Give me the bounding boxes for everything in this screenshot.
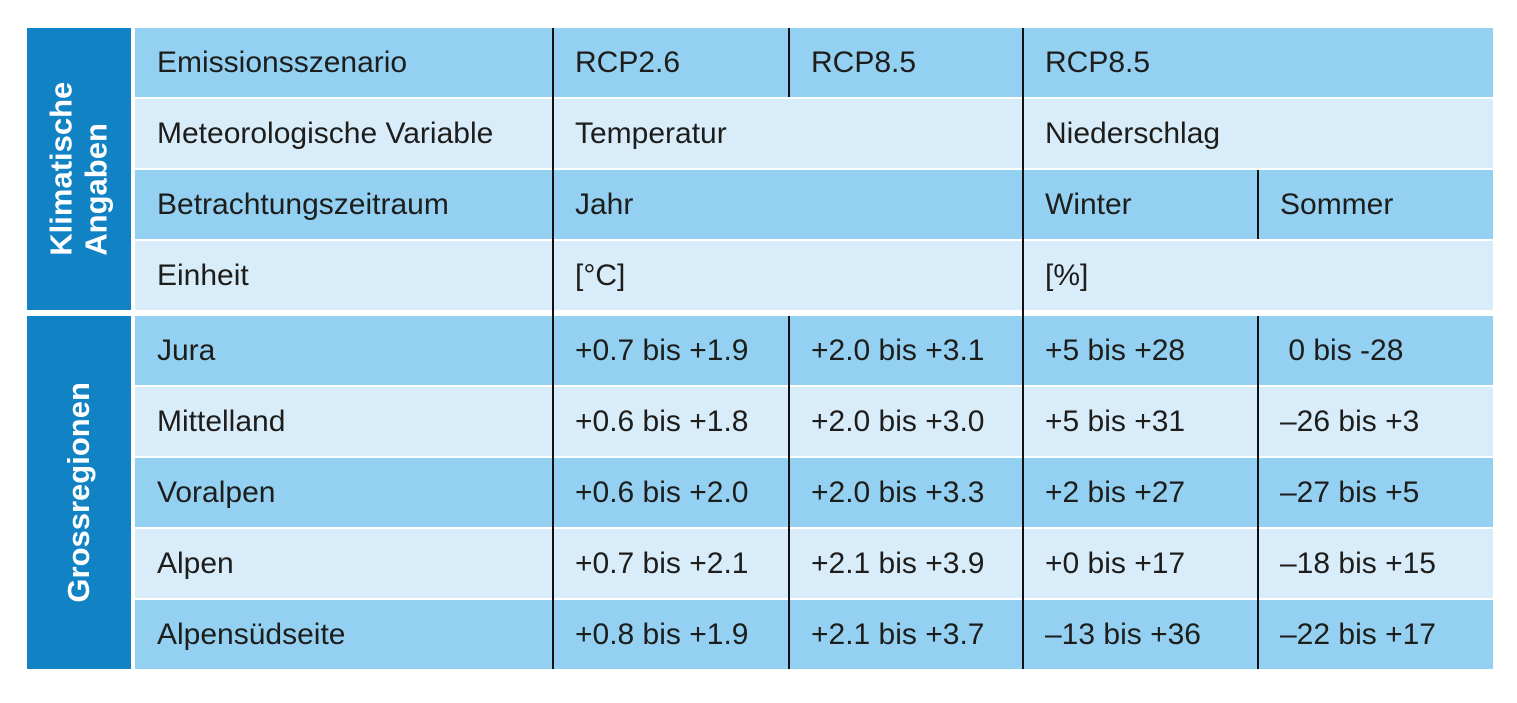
region-label-jura: Jura	[135, 316, 553, 385]
header-value-rcp26: RCP2.6	[553, 28, 789, 97]
cell-alpensuedseite-temp-rcp26: +0.8 bis +1.9	[553, 600, 789, 669]
cell-alpensuedseite-temp-rcp85: +2.1 bis +3.7	[789, 600, 1023, 669]
cell-alpensuedseite-precip-winter: –13 bis +36	[1023, 600, 1258, 669]
cell-mittelland-precip-sommer: –26 bis +3	[1258, 387, 1493, 456]
cell-jura-temp-rcp26: +0.7 bis +1.9	[553, 316, 789, 385]
section-label-klimatische-angaben: Klimatische Angaben	[43, 81, 114, 257]
header-label-meteorologische-variable: Meteorologische Variable	[135, 99, 553, 168]
region-label-alpen: Alpen	[135, 529, 553, 598]
header-value-winter: Winter	[1023, 170, 1258, 239]
cell-alpen-precip-sommer: –18 bis +15	[1258, 529, 1493, 598]
cell-voralpen-precip-winter: +2 bis +27	[1023, 458, 1258, 527]
cell-jura-precip-winter: +5 bis +28	[1023, 316, 1258, 385]
section-band-grossregionen: Grossregionen	[27, 316, 131, 669]
region-label-voralpen: Voralpen	[135, 458, 553, 527]
cell-jura-precip-sommer: 0 bis -28	[1258, 316, 1493, 385]
column-divider-rcp26-rcp85-body	[788, 316, 790, 669]
header-label-emissionsszenario: Emissionsszenario	[135, 28, 553, 97]
climate-table: Klimatische Angaben Grossregionen Emissi…	[27, 28, 1493, 669]
section-band-klimatische-angaben: Klimatische Angaben	[27, 28, 131, 310]
header-value-jahr: Jahr	[553, 170, 1023, 239]
cell-voralpen-precip-sommer: –27 bis +5	[1258, 458, 1493, 527]
cell-jura-temp-rcp85: +2.0 bis +3.1	[789, 316, 1023, 385]
cell-voralpen-temp-rcp85: +2.0 bis +3.3	[789, 458, 1023, 527]
header-value-rcp85-temp: RCP8.5	[789, 28, 1023, 97]
header-value-temperatur: Temperatur	[553, 99, 1023, 168]
header-value-unit-percent: [%]	[1023, 241, 1493, 310]
header-value-rcp85-precip: RCP8.5	[1023, 28, 1493, 97]
header-value-sommer: Sommer	[1258, 170, 1493, 239]
column-divider-rcp26-rcp85-header	[788, 28, 790, 97]
header-value-niederschlag: Niederschlag	[1023, 99, 1493, 168]
cell-alpen-temp-rcp85: +2.1 bis +3.9	[789, 529, 1023, 598]
cell-alpen-precip-winter: +0 bis +17	[1023, 529, 1258, 598]
header-label-einheit: Einheit	[135, 241, 553, 310]
header-label-betrachtungszeitraum: Betrachtungszeitraum	[135, 170, 553, 239]
cell-mittelland-precip-winter: +5 bis +31	[1023, 387, 1258, 456]
region-label-alpensuedseite: Alpensüdseite	[135, 600, 553, 669]
cell-voralpen-temp-rcp26: +0.6 bis +2.0	[553, 458, 789, 527]
cell-mittelland-temp-rcp85: +2.0 bis +3.0	[789, 387, 1023, 456]
section-label-grossregionen: Grossregionen	[60, 382, 96, 603]
cell-alpensuedseite-precip-sommer: –22 bis +17	[1258, 600, 1493, 669]
column-divider-label-data	[552, 28, 554, 669]
cell-alpen-temp-rcp26: +0.7 bis +2.1	[553, 529, 789, 598]
region-label-mittelland: Mittelland	[135, 387, 553, 456]
cell-mittelland-temp-rcp26: +0.6 bis +1.8	[553, 387, 789, 456]
column-divider-temp-precip	[1022, 28, 1024, 669]
column-divider-winter-sommer-header	[1257, 170, 1259, 239]
column-divider-winter-sommer-body	[1257, 316, 1259, 669]
header-value-unit-celsius: [°C]	[553, 241, 1023, 310]
